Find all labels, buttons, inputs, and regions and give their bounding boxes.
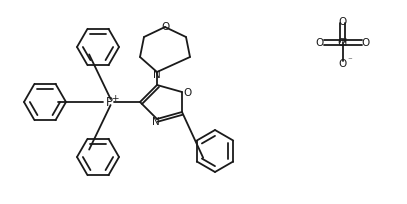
Text: O: O (339, 59, 347, 69)
Text: O: O (339, 17, 347, 27)
Text: +: + (111, 94, 119, 103)
Text: P: P (105, 96, 112, 109)
Text: N: N (153, 70, 161, 80)
Text: O: O (183, 88, 191, 98)
Text: O: O (362, 38, 370, 48)
Text: O: O (316, 38, 324, 48)
Text: N: N (152, 116, 160, 126)
Text: Cl: Cl (338, 38, 348, 48)
Text: ⁻: ⁻ (348, 56, 352, 65)
Text: O: O (161, 22, 169, 32)
